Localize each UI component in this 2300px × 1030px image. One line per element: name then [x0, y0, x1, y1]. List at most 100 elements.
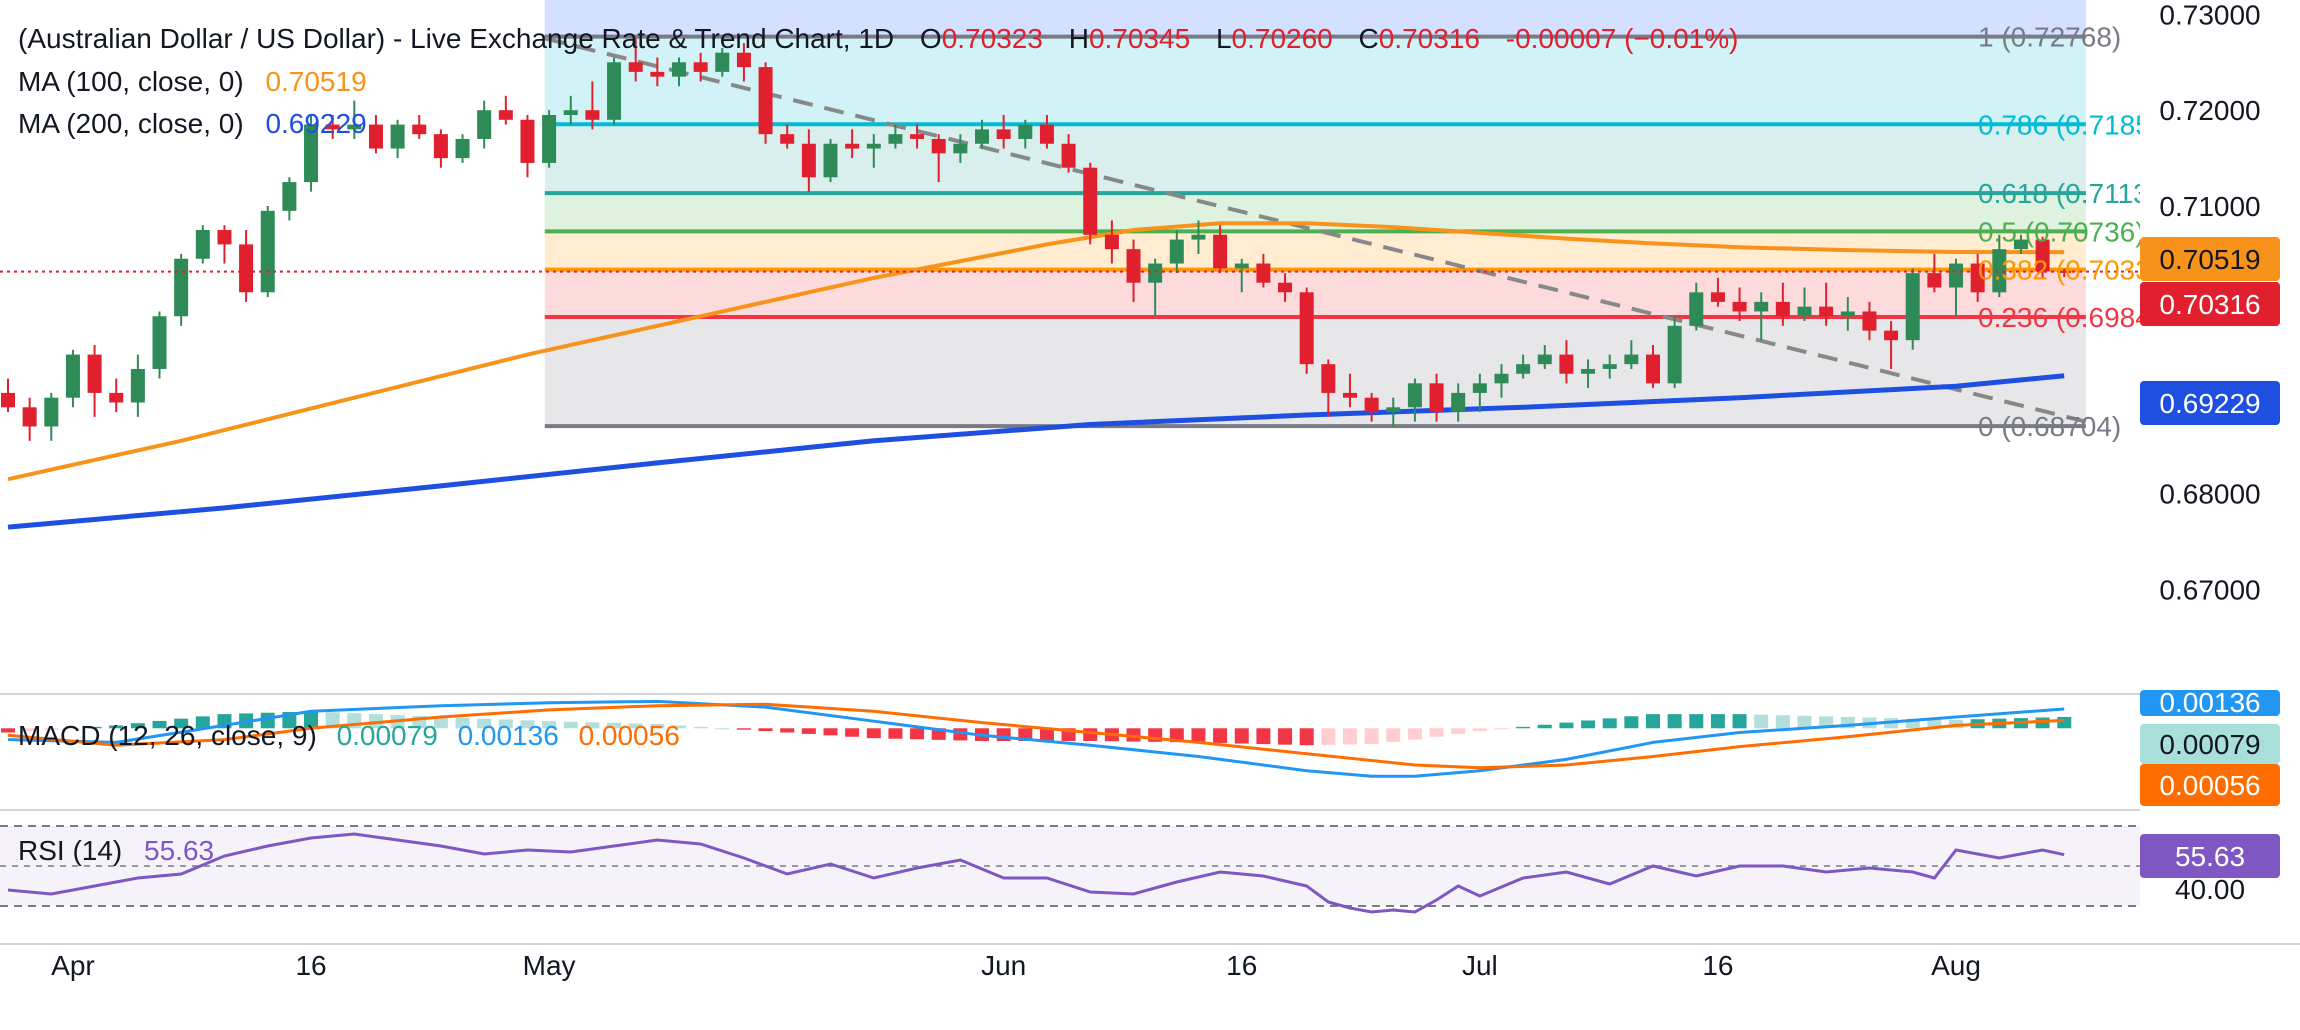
macd-legend: MACD (12, 26, close, 9) 0.00079 0.00136 …: [18, 720, 680, 751]
macd-histogram-bar: [931, 728, 946, 740]
macd-histogram-bar: [628, 723, 643, 729]
candle: [671, 57, 686, 87]
price-tick-label: 0.67000: [2159, 574, 2260, 605]
candle: [1061, 134, 1076, 173]
macd-signal-line: [7, 702, 2065, 770]
candle: [239, 230, 254, 302]
candle: [109, 378, 124, 413]
candle: [282, 177, 297, 221]
macd-histogram-bar: [542, 721, 557, 729]
macd-histogram-bar: [455, 717, 470, 729]
candle: [780, 124, 795, 149]
candle: [1213, 225, 1228, 274]
candle: [801, 129, 816, 192]
price-tick-label: 0.72000: [2159, 95, 2260, 126]
candle: [1775, 282, 1790, 326]
candle: [304, 115, 319, 192]
candle: [1472, 373, 1487, 413]
rsi-legend: RSI (14) 55.63: [18, 835, 214, 866]
ma200-line: [7, 373, 2065, 530]
macd-histogram-bar: [1494, 728, 1509, 730]
candle: [1689, 282, 1704, 331]
macd-histogram-bar: [1472, 728, 1487, 732]
macd-histogram-bar: [152, 720, 167, 729]
macd-histogram-bar: [866, 728, 881, 739]
fib-zone-top: [544, 0, 2086, 37]
candle: [1559, 340, 1574, 384]
macd-histogram-bar: [1754, 714, 1769, 729]
ma100-legend-label: MA (100, close, 0): [18, 66, 244, 97]
candle: [433, 129, 448, 168]
candle: [1191, 220, 1206, 254]
time-axis-label: Jun: [981, 950, 1026, 981]
macd-histogram-bar: [1840, 716, 1855, 729]
candle: [1256, 253, 1271, 288]
candle: [1234, 258, 1249, 293]
ma100-price-badge: 0.70519: [2140, 237, 2280, 281]
candle: [1537, 345, 1552, 369]
candle: [975, 119, 990, 149]
candle: [368, 115, 383, 154]
svg-text:MA (100, close, 0) 0.705: MA (100, close, 0) 0.70519: [18, 66, 367, 97]
macd-histogram-bar: [1819, 716, 1834, 729]
candle: [1494, 364, 1509, 398]
macd-histogram-bar: [1, 728, 15, 733]
macd-histogram-bar: [304, 711, 319, 729]
macd-histogram-bar: [1645, 714, 1660, 729]
candle: [931, 134, 946, 183]
macd-histogram-bar: [130, 723, 145, 729]
macd-histogram-bar: [1516, 726, 1531, 729]
candle: [1429, 373, 1444, 422]
macd-histogram-bar: [44, 728, 59, 730]
fib-zone: [544, 317, 2086, 427]
fib-zone: [544, 124, 2086, 194]
macd-histogram-bar: [693, 726, 708, 729]
price-tick-label: 0.71000: [2159, 191, 2260, 222]
candle: [1039, 115, 1054, 149]
macd-histogram-bar: [607, 722, 622, 729]
candle: [1667, 316, 1682, 389]
candle: [542, 110, 557, 168]
macd-histogram-bar: [1256, 728, 1271, 745]
candle: [693, 52, 708, 82]
candle: [1710, 277, 1725, 307]
macd-histogram-bar: [433, 716, 448, 729]
candle: [1451, 383, 1466, 422]
macd-histogram-bar: [650, 724, 665, 729]
candle: [1018, 119, 1033, 149]
candle: [2013, 234, 2028, 254]
candle: [736, 43, 751, 82]
candle: [823, 138, 838, 183]
macd-histogram-bar: [87, 726, 102, 729]
svg-text:0.00079: 0.00079: [2159, 729, 2260, 760]
fib-level-label: 0.236 (0.69842): [1978, 302, 2176, 333]
candle: [1732, 287, 1747, 322]
macd-histogram-bar: [1624, 716, 1639, 729]
macd-histogram-bar: [1905, 718, 1920, 729]
macd-histogram-bar: [1234, 728, 1249, 744]
fib-level-label: 0 (0.68704): [1978, 411, 2121, 442]
macd-histogram-bar: [715, 728, 730, 730]
macd-histogram-bar: [1342, 728, 1357, 745]
macd-histogram-bar: [1927, 719, 1942, 729]
ma200-price-badge: 0.69229: [2140, 381, 2280, 425]
candle: [65, 349, 80, 408]
price-tick-label: 0.73000: [2159, 0, 2260, 30]
macd-histogram-bar: [1213, 728, 1228, 743]
macd-value-badges: 0.00136 0.00079 0.00056: [2140, 687, 2280, 806]
macd-histogram-bar: [888, 728, 903, 739]
candle: [520, 115, 535, 178]
macd-line: [7, 699, 2065, 778]
macd-histogram-bar: [195, 716, 210, 729]
candle: [174, 253, 189, 326]
candle: [607, 57, 622, 125]
candle: [1104, 220, 1119, 264]
candle: [412, 115, 427, 139]
svg-text:RSI (14) 55.63: RSI (14) 55.63: [18, 835, 214, 866]
macd-histogram-bar: [823, 728, 838, 736]
svg-text:55.63: 55.63: [2175, 841, 2245, 872]
last-price-badge: 0.70316: [2140, 282, 2280, 326]
candle: [1516, 354, 1531, 379]
descending-trendline: [544, 36, 2087, 424]
macd-histogram-bar: [2057, 716, 2072, 729]
